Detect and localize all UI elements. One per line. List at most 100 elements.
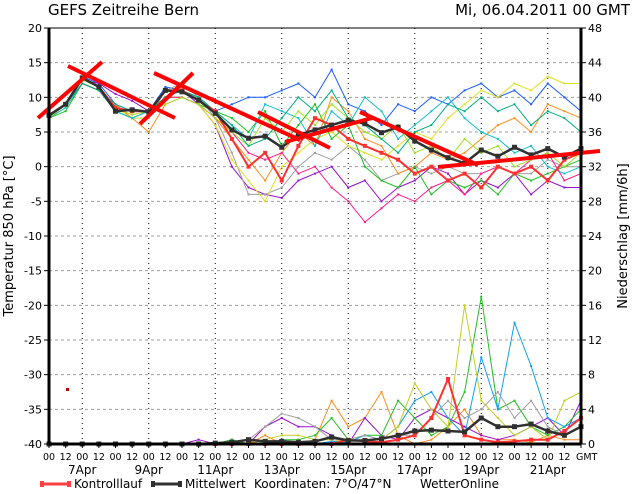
temp-mean-line-point: [345, 117, 351, 123]
temp-member-line-point: [496, 124, 499, 127]
y2-tick-label: 40: [588, 91, 602, 104]
temp-mean-line-point: [379, 130, 384, 136]
precip-member-line-point: [363, 434, 366, 437]
hand-drawn-annotations: [36, 60, 601, 391]
temp-member-line-point: [413, 151, 416, 154]
temp-control-line-point: [396, 157, 401, 162]
precip-control-line-point: [479, 437, 484, 442]
annotation-line: [257, 110, 331, 150]
y-tick-label: -15: [24, 265, 42, 278]
temp-member-line-point: [230, 124, 233, 127]
y2-tick-label: 8: [588, 369, 595, 382]
precip-mean-line-point: [528, 421, 534, 427]
temp-member-line-point: [480, 179, 483, 182]
precip-member-line-point: [430, 434, 433, 437]
temp-member-line-point: [513, 89, 516, 92]
temp-member-line-point: [463, 151, 466, 154]
y-tick-label: 10: [28, 91, 42, 104]
temp-member-line-point: [530, 144, 533, 147]
temp-member-line-point: [480, 131, 483, 133]
temp-mean-line-point: [362, 121, 368, 127]
temp-member-line-point: [430, 124, 433, 127]
x-tick-label: 12: [425, 452, 437, 463]
temp-member-line-point: [230, 151, 233, 154]
date-label: 15Apr: [330, 463, 366, 477]
x-tick-label: 12: [525, 452, 537, 463]
date-label: 19Apr: [463, 463, 499, 477]
temp-member-line-point: [563, 172, 566, 175]
temp-member-line-point: [297, 110, 300, 113]
temp-member-line-point: [264, 96, 267, 99]
temp-member-line-point: [363, 221, 366, 224]
precip-member-line-point: [297, 438, 300, 441]
precip-member-line-point: [447, 417, 449, 419]
temp-member-line-point: [496, 193, 499, 196]
temp-control-line-point: [429, 164, 434, 169]
temp-member-line-point: [363, 179, 366, 182]
x-tick-label: 00: [276, 452, 288, 463]
temp-control-line-point: [346, 136, 351, 141]
temp-member-line-point: [413, 200, 416, 203]
run-date: Mi, 06.04.2011 00 GMT: [455, 1, 631, 19]
temp-member-line-point: [546, 82, 549, 85]
temp-member-line-point: [314, 110, 316, 113]
temp-member-line-point: [314, 96, 316, 99]
temp-member-line-point: [380, 137, 383, 140]
precip-member-line-point: [480, 399, 483, 402]
annotation-line: [359, 110, 479, 167]
temp-member-line-point: [480, 151, 483, 154]
precip-member-line-point: [530, 441, 533, 444]
temp-member-line-point: [447, 96, 449, 99]
precip-control-line-point: [396, 437, 401, 442]
temp-member-line-point: [496, 186, 499, 189]
precip-mean-line-point: [561, 432, 567, 438]
precip-member-line-point: [496, 391, 499, 393]
precip-member-line-point: [314, 434, 316, 437]
x-tick-label: 00: [375, 452, 387, 463]
precip-member-line-point: [463, 391, 466, 393]
temp-member-line-point: [496, 144, 499, 147]
precip-member-line-point: [330, 417, 333, 419]
temp-member-line-point: [397, 186, 400, 189]
temp-member-line-point: [230, 158, 233, 161]
temp-mean-line-point: [146, 109, 152, 115]
temp-member-line-point: [214, 117, 217, 120]
precip-mean-line-point: [462, 429, 468, 435]
temp-member-line-point: [247, 131, 250, 133]
temp-member-line-point: [530, 103, 533, 106]
temp-member-line-point: [413, 131, 416, 133]
temp-member-line-point: [297, 117, 300, 120]
temp-mean-line-point: [246, 135, 251, 141]
precip-member-line-point: [280, 434, 283, 437]
temp-member-line-point: [164, 103, 167, 106]
date-label: 13Apr: [264, 463, 300, 477]
temp-member-line-point: [513, 165, 516, 168]
temp-member-line-point: [330, 158, 333, 161]
temp-member-line-point: [131, 113, 134, 116]
precip-member-line-point: [530, 425, 533, 428]
temp-control-line-point: [229, 136, 234, 141]
precip-mean-line-point: [279, 438, 285, 444]
precip-member-line-point: [463, 425, 466, 428]
temp-mean-line-point: [63, 101, 69, 107]
temp-member-line-point: [413, 179, 416, 182]
temp-member-line-point: [447, 172, 449, 175]
precip-member-line-point: [330, 440, 333, 443]
x-tick-label: 00: [76, 452, 88, 463]
x-tick-label: 00: [143, 452, 155, 463]
temp-member-line-point: [264, 200, 267, 203]
chart-title: GEFS Zeitreihe Bern: [48, 1, 199, 19]
temp-member-line-point: [264, 193, 267, 196]
temp-member-line-point: [347, 186, 350, 189]
x-tick-label: 12: [259, 452, 271, 463]
temp-member-line-point: [247, 151, 250, 154]
temp-member-line-point: [247, 186, 250, 189]
y2-tick-label: 4: [588, 403, 595, 416]
precip-member-line-point: [380, 434, 383, 437]
temp-member-line-point: [247, 144, 250, 147]
temp-member-line-point: [197, 96, 200, 99]
precip-control-line-point: [529, 437, 534, 442]
temp-member-line-point: [430, 151, 433, 154]
temp-member-line-point: [247, 179, 250, 182]
